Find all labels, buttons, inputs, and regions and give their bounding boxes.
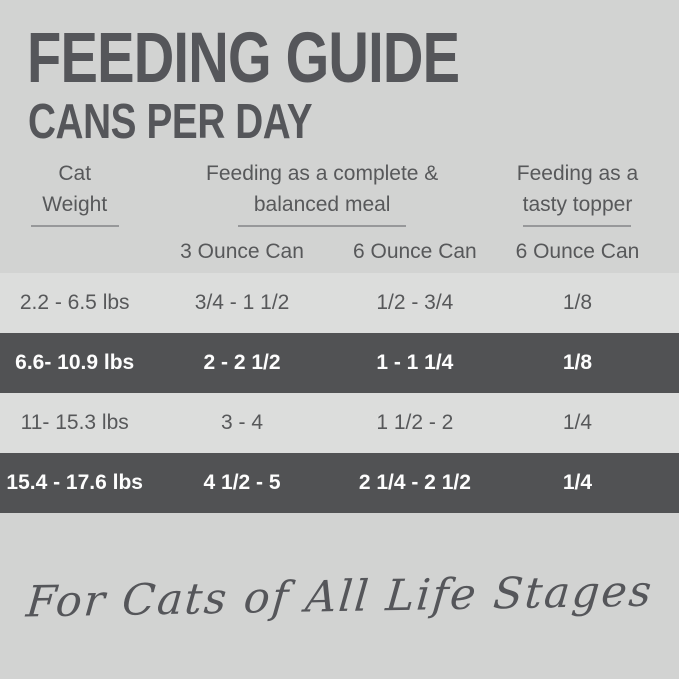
- column-group-cat-weight: Cat Weight: [0, 159, 149, 228]
- cell-meal-3oz: 4 1/2 - 5: [203, 471, 281, 495]
- cell-cat-weight: 15.4 - 17.6 lbs: [6, 471, 143, 495]
- cell-topper-6oz: 1/4: [562, 471, 593, 495]
- cell-cat-weight: 6.6- 10.9 lbs: [15, 351, 135, 375]
- column-group-label-line2: balanced meal: [253, 192, 391, 216]
- cell-meal-6oz: 1 - 1 1/4: [376, 351, 454, 375]
- cell-meal-3oz: 3/4 - 1 1/2: [194, 291, 290, 315]
- header-underline: [238, 225, 407, 228]
- table-row: 11- 15.3 lbs 3 - 4 1 1/2 - 2 1/4: [0, 393, 679, 454]
- cell-cat-weight: 11- 15.3 lbs: [20, 411, 129, 435]
- cell-meal-6oz: 2 1/4 - 2 1/2: [358, 471, 471, 495]
- column-group-label-line2: tasty topper: [522, 192, 633, 216]
- page-title: FEEDING GUIDE: [27, 19, 460, 98]
- cell-topper-6oz: 1/8: [562, 291, 593, 315]
- table-header: Cat Weight Feeding as a complete & balan…: [0, 159, 679, 264]
- cell-meal-3oz: 3 - 4: [221, 411, 264, 435]
- spacer: [660, 240, 679, 264]
- sub-header-meal-6oz: 6 Ounce Can: [352, 240, 477, 264]
- sub-header-row: 3 Ounce Can 6 Ounce Can 6 Ounce Can: [0, 240, 679, 264]
- column-group-label: Feeding as a tasty topper: [495, 159, 660, 220]
- table-row: 15.4 - 17.6 lbs 4 1/2 - 5 2 1/4 - 2 1/2 …: [0, 453, 679, 514]
- column-group-label: Cat Weight: [0, 159, 149, 220]
- cell-meal-6oz: 1 1/2 - 2: [376, 411, 454, 435]
- table-row: 2.2 - 6.5 lbs 3/4 - 1 1/2 1/2 - 3/4 1/8: [0, 273, 679, 334]
- cell-topper-6oz: 1/8: [562, 351, 593, 375]
- cell-topper-6oz: 1/4: [562, 411, 593, 435]
- table-row: 6.6- 10.9 lbs 2 - 2 1/2 1 - 1 1/4 1/8: [0, 333, 679, 394]
- column-group-row: Cat Weight Feeding as a complete & balan…: [0, 159, 679, 228]
- column-group-label-line1: Cat: [58, 162, 92, 186]
- column-group-label-line1: Feeding as a: [516, 162, 639, 186]
- cell-meal-3oz: 2 - 2 1/2: [203, 351, 281, 375]
- cell-meal-6oz: 1/2 - 3/4: [376, 291, 454, 315]
- table-body: 2.2 - 6.5 lbs 3/4 - 1 1/2 1/2 - 3/4 1/8 …: [0, 273, 679, 514]
- footer-tagline: For Cats of All Life Stages: [23, 566, 656, 628]
- column-group-label-line1: Feeding as a complete &: [206, 162, 439, 186]
- cell-cat-weight: 2.2 - 6.5 lbs: [19, 291, 130, 315]
- column-group-tasty-topper: Feeding as a tasty topper: [495, 159, 660, 228]
- title-block: FEEDING GUIDE CANS PER DAY: [0, 0, 679, 150]
- sub-header-empty: [0, 240, 149, 264]
- header-underline: [30, 225, 119, 228]
- column-group-complete-meal: Feeding as a complete & balanced meal: [149, 159, 495, 228]
- column-group-label: Feeding as a complete & balanced meal: [149, 159, 495, 220]
- column-group-label-line2: Weight: [42, 192, 108, 216]
- sub-header-topper-6oz: 6 Ounce Can: [515, 240, 640, 264]
- footer: For Cats of All Life Stages: [0, 567, 679, 628]
- page-subtitle: CANS PER DAY: [28, 95, 313, 150]
- header-underline: [523, 225, 632, 228]
- sub-header-meal-3oz: 3 Ounce Can: [180, 240, 304, 264]
